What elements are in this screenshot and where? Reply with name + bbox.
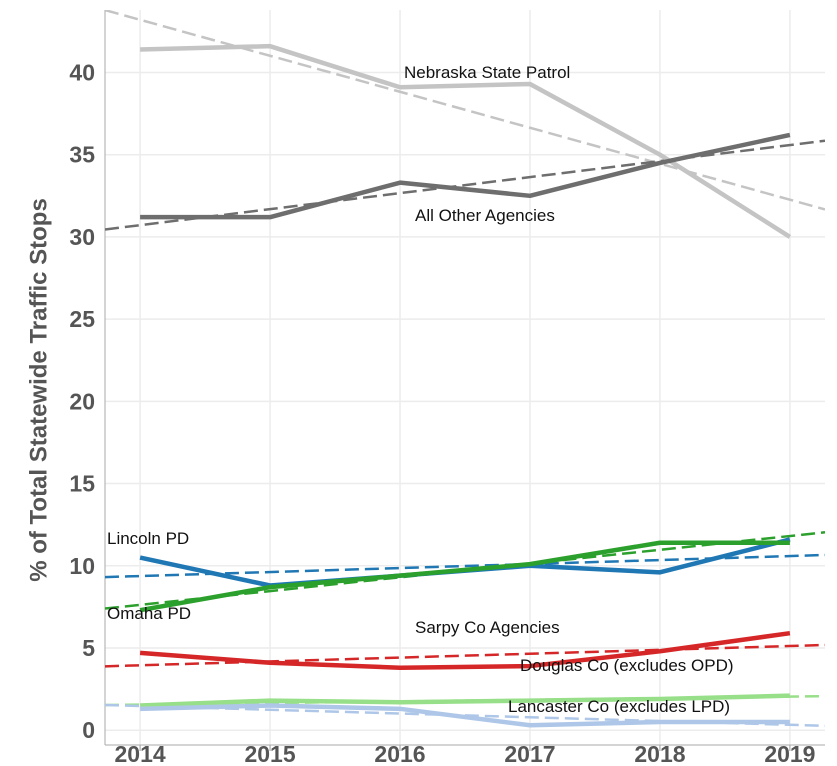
series-line: [139, 630, 791, 670]
series-label: Douglas Co (excludes OPD): [520, 656, 734, 675]
series-line: [140, 693, 790, 708]
series-line: [140, 703, 790, 728]
y-tick-label: 0: [82, 717, 95, 743]
series-label: Nebraska State Patrol: [404, 63, 570, 82]
y-tick-label: 10: [69, 553, 95, 579]
y-tick-label: 15: [69, 471, 95, 497]
y-tick-label: 40: [69, 59, 95, 85]
y-axis-label: % of Total Statewide Traffic Stops: [25, 198, 52, 582]
series-label: Sarpy Co Agencies: [415, 618, 560, 637]
y-tick-label: 35: [69, 142, 95, 168]
y-tick-label: 20: [69, 388, 95, 414]
trend-line: [105, 10, 825, 211]
trend-line: [105, 139, 825, 231]
y-tick-label: 5: [82, 635, 95, 661]
series-label: Lincoln PD: [107, 529, 189, 548]
series-label: All Other Agencies: [415, 206, 555, 225]
series-label: Omaha PD: [107, 604, 191, 623]
series-line: [140, 132, 791, 220]
series-line: [140, 43, 792, 239]
y-tick-label: 25: [69, 306, 95, 332]
y-tick-label: 30: [69, 224, 95, 250]
series-line: [139, 540, 790, 613]
series-label: Lancaster Co (excludes LPD): [508, 697, 730, 716]
trend-line: [105, 643, 825, 668]
